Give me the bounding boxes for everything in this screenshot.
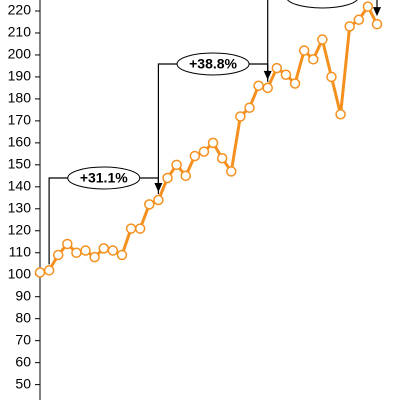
y-tick-label: 170 — [8, 112, 32, 128]
annotation-label: +38.8% — [189, 56, 237, 72]
annotation-bracket — [267, 0, 378, 82]
data-point — [344, 21, 355, 32]
data-point — [89, 251, 100, 263]
data-line — [39, 5, 379, 274]
data-point — [116, 249, 128, 261]
annotation-box — [287, 0, 358, 9]
y-tick-label: 60 — [15, 353, 31, 369]
data-point — [144, 199, 155, 210]
data-point — [162, 172, 173, 184]
data-point — [235, 111, 246, 122]
annotation-bracket — [157, 63, 269, 194]
y-tick-label: 120 — [8, 221, 32, 237]
y-tick-label: 220 — [8, 2, 32, 18]
data-point — [134, 223, 146, 234]
data-point — [326, 71, 337, 83]
annotation-arrow — [373, 7, 381, 17]
y-tick-label: 100 — [8, 265, 32, 281]
data-point — [362, 1, 374, 12]
data-point — [244, 102, 255, 113]
data-point — [34, 267, 46, 278]
data-point — [52, 249, 64, 261]
data-point — [80, 245, 91, 256]
data-point — [335, 109, 346, 120]
data-point — [71, 247, 82, 258]
data-point — [207, 137, 219, 149]
y-tick-label: 50 — [15, 375, 31, 391]
data-point — [317, 34, 328, 45]
data-point — [253, 80, 264, 91]
annotation-box — [176, 52, 250, 76]
data-point — [153, 194, 164, 206]
y-tick-label: 180 — [8, 90, 32, 106]
y-tick-label: 160 — [8, 134, 32, 150]
data-point — [262, 82, 273, 94]
data-point — [171, 159, 182, 171]
y-tick-label: 70 — [15, 331, 31, 347]
data-point — [107, 245, 119, 256]
data-point — [62, 238, 73, 250]
y-tick-label: 90 — [15, 287, 31, 303]
data-point — [98, 243, 110, 254]
data-point — [271, 62, 283, 74]
data-point — [353, 14, 365, 26]
data-point — [298, 45, 310, 56]
data-point — [180, 170, 191, 182]
y-tick-label: 210 — [8, 24, 32, 40]
data-point — [289, 78, 301, 89]
data-point — [189, 150, 201, 162]
data-point — [216, 152, 228, 164]
data-point — [307, 54, 319, 65]
y-tick-label: 80 — [15, 309, 31, 325]
annotation-label: +31.1% — [80, 170, 128, 186]
data-point — [371, 18, 383, 30]
y-tick-label: 190 — [8, 68, 32, 84]
annotation-box — [67, 166, 141, 190]
data-point — [125, 223, 137, 234]
data-point — [280, 69, 292, 80]
data-point — [198, 146, 210, 157]
y-tick-label: 130 — [8, 199, 32, 215]
y-tick-label: 150 — [8, 156, 32, 172]
y-tick-label: 110 — [9, 243, 32, 259]
data-point — [43, 265, 55, 276]
y-tick-label: 140 — [8, 178, 32, 194]
y-tick-label: 200 — [8, 46, 32, 62]
data-point — [226, 166, 237, 177]
